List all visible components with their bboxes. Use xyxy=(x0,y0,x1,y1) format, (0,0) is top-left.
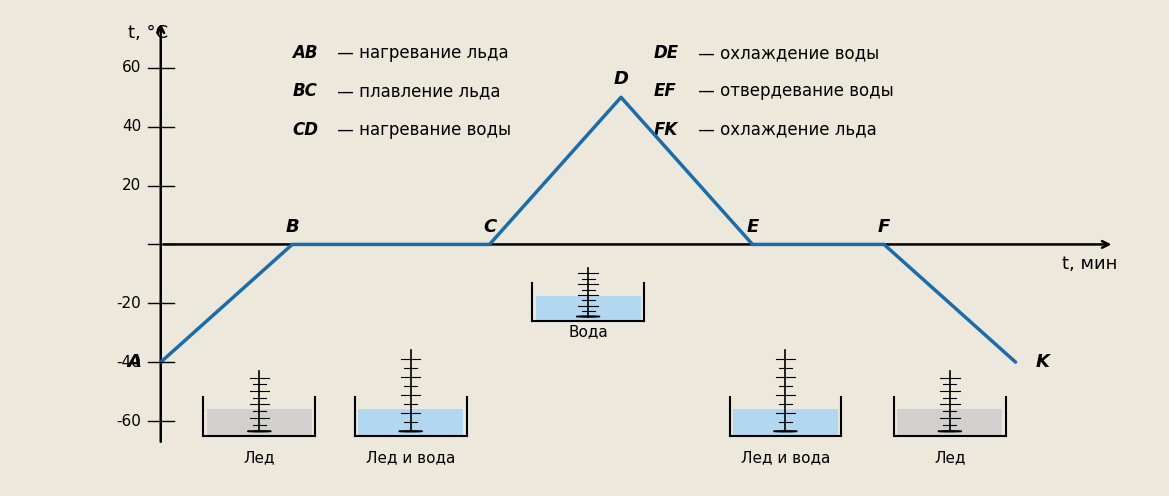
Circle shape xyxy=(774,431,797,432)
Text: CD: CD xyxy=(292,121,318,139)
Text: AB: AB xyxy=(292,44,318,62)
Text: FK: FK xyxy=(653,121,678,139)
Circle shape xyxy=(399,431,422,432)
Text: -40: -40 xyxy=(116,355,141,370)
Text: Лед: Лед xyxy=(243,450,275,465)
Text: — нагревание воды: — нагревание воды xyxy=(332,121,511,139)
Text: -60: -60 xyxy=(116,414,141,429)
Text: C: C xyxy=(483,218,496,236)
Text: t, °C: t, °C xyxy=(127,24,168,42)
Text: -20: -20 xyxy=(116,296,141,311)
Text: — охлаждение воды: — охлаждение воды xyxy=(693,44,879,62)
Text: 20: 20 xyxy=(122,178,141,193)
Text: E: E xyxy=(747,218,759,236)
Circle shape xyxy=(576,316,600,317)
Text: D: D xyxy=(614,70,629,88)
Text: EF: EF xyxy=(653,82,677,100)
Text: — плавление льда: — плавление льда xyxy=(332,82,500,100)
Text: — охлаждение льда: — охлаждение льда xyxy=(693,121,877,139)
Text: 40: 40 xyxy=(122,119,141,134)
Text: Лед и вода: Лед и вода xyxy=(366,450,455,465)
Text: Лед: Лед xyxy=(934,450,966,465)
Text: A: A xyxy=(127,353,141,371)
Text: Лед и вода: Лед и вода xyxy=(741,450,830,465)
Text: — нагревание льда: — нагревание льда xyxy=(332,44,509,62)
Bar xyxy=(733,409,838,435)
Bar xyxy=(358,409,463,435)
Bar xyxy=(535,296,641,321)
Text: t, мин: t, мин xyxy=(1063,255,1118,273)
Text: K: K xyxy=(1036,353,1050,371)
Text: Вода: Вода xyxy=(568,324,608,339)
Bar xyxy=(898,409,1003,435)
Text: — отвердевание воды: — отвердевание воды xyxy=(693,82,894,100)
Text: BC: BC xyxy=(292,82,317,100)
Circle shape xyxy=(938,431,962,432)
Text: DE: DE xyxy=(653,44,679,62)
Text: 60: 60 xyxy=(122,61,141,75)
Text: B: B xyxy=(285,218,299,236)
Bar xyxy=(207,409,312,435)
Circle shape xyxy=(248,431,271,432)
Text: F: F xyxy=(878,218,890,236)
